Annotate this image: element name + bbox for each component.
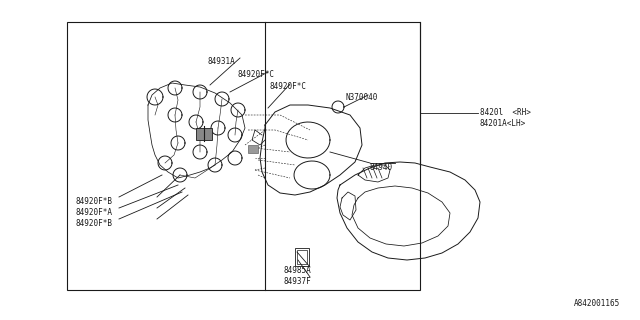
- Text: 8420l  <RH>: 8420l <RH>: [480, 108, 531, 117]
- Text: 84940: 84940: [370, 163, 393, 172]
- Text: 84920F*B: 84920F*B: [75, 219, 112, 228]
- Text: A842001165: A842001165: [573, 299, 620, 308]
- Bar: [67, 22, 420, 290]
- Text: 84920F*B: 84920F*B: [75, 197, 112, 206]
- Text: 84937F: 84937F: [283, 277, 311, 286]
- Text: 84985A: 84985A: [283, 266, 311, 275]
- Text: 84920F*C: 84920F*C: [270, 82, 307, 91]
- Text: 84931A: 84931A: [208, 57, 236, 66]
- Bar: [196, 128, 212, 140]
- Bar: [297, 250, 307, 264]
- Text: 84201A<LH>: 84201A<LH>: [480, 119, 526, 128]
- Text: 84920F*C: 84920F*C: [238, 70, 275, 79]
- Bar: [248, 145, 258, 153]
- Text: 84920F*A: 84920F*A: [75, 208, 112, 217]
- Text: N370040: N370040: [345, 93, 378, 102]
- Bar: [295, 248, 309, 266]
